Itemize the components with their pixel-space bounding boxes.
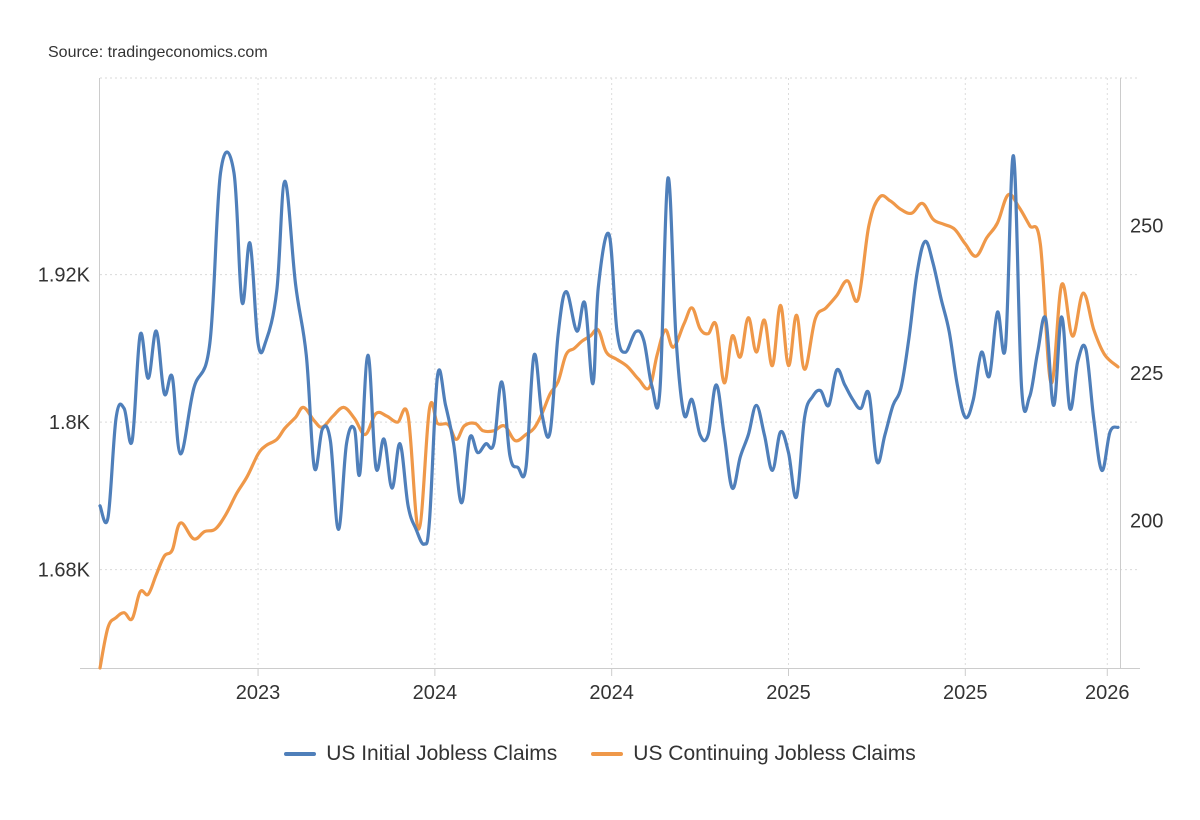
right-axis-tick-label: 225 xyxy=(1130,363,1163,385)
left-axis-tick-label: 1.8K xyxy=(49,412,91,434)
x-axis-tick-label: 2023 xyxy=(236,682,281,704)
left-axis-tick-label: 1.92K xyxy=(38,265,91,287)
x-axis-tick-label: 2024 xyxy=(589,682,634,704)
series-lines xyxy=(98,150,1120,670)
legend-label-continuing-claims: US Continuing Jobless Claims xyxy=(633,742,916,765)
right-axis-tick-label: 250 xyxy=(1130,216,1163,238)
left-axis-tick-label: 1.68K xyxy=(38,560,91,582)
legend-swatch-continuing-claims xyxy=(591,752,624,756)
series-line-initial-claims xyxy=(98,150,1120,546)
right-axis-tick-label: 200 xyxy=(1130,511,1163,533)
tick-labels: 1.68K 1.8K 1.92K 200 225 250 2023 2024 2024 2025 2… xyxy=(38,216,1164,705)
legend-item-initial-claims[interactable]: US Initial Jobless Claims xyxy=(284,742,557,766)
legend-swatch-initial-claims xyxy=(284,752,317,756)
x-axis-tick-label: 2026 xyxy=(1085,682,1130,704)
series-line-continuing-claims xyxy=(98,192,1120,670)
legend-label-initial-claims: US Initial Jobless Claims xyxy=(326,742,558,765)
gridlines xyxy=(100,77,1140,668)
x-axis-tick-label: 2025 xyxy=(766,682,811,704)
x-axis-tick-label: 2024 xyxy=(413,682,458,704)
source-label: Source: tradingeconomics.com xyxy=(48,44,268,61)
x-axis-tick-label: 2025 xyxy=(943,682,988,704)
axes xyxy=(80,78,1140,676)
legend: US Initial Jobless Claims US Continuing … xyxy=(0,742,1200,766)
legend-item-continuing-claims[interactable]: US Continuing Jobless Claims xyxy=(591,742,916,766)
